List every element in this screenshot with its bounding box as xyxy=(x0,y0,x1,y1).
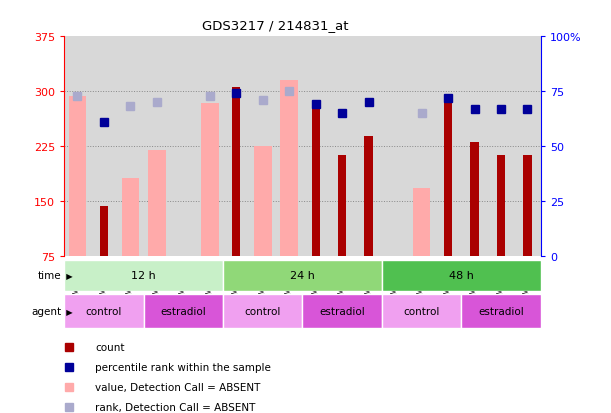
Bar xyxy=(197,37,223,256)
Bar xyxy=(276,37,302,256)
Text: value, Detection Call = ABSENT: value, Detection Call = ABSENT xyxy=(95,382,260,392)
Text: 12 h: 12 h xyxy=(131,271,156,281)
Bar xyxy=(64,260,223,291)
Text: estradiol: estradiol xyxy=(161,306,206,316)
Bar xyxy=(444,98,452,256)
Bar xyxy=(382,294,461,328)
Bar xyxy=(365,137,373,256)
Bar xyxy=(223,37,249,256)
Bar xyxy=(144,294,223,328)
Bar xyxy=(148,151,166,256)
Bar xyxy=(470,143,478,256)
Bar xyxy=(488,37,514,256)
Bar xyxy=(170,37,197,256)
Text: estradiol: estradiol xyxy=(320,306,365,316)
Text: ▶: ▶ xyxy=(61,307,73,316)
Bar xyxy=(461,294,541,328)
Bar xyxy=(64,37,90,256)
Bar xyxy=(338,155,346,256)
Text: agent: agent xyxy=(31,306,61,316)
Bar xyxy=(122,179,139,256)
Bar xyxy=(382,37,408,256)
Text: GDS3217 / 214831_at: GDS3217 / 214831_at xyxy=(202,19,348,31)
Bar xyxy=(144,37,170,256)
Bar xyxy=(223,294,302,328)
Bar xyxy=(302,294,382,328)
Text: estradiol: estradiol xyxy=(478,306,524,316)
Bar xyxy=(497,156,505,256)
Bar xyxy=(68,97,86,256)
Bar xyxy=(117,37,144,256)
Bar xyxy=(249,37,276,256)
Bar xyxy=(90,37,117,256)
Text: 48 h: 48 h xyxy=(449,271,474,281)
Text: control: control xyxy=(244,306,281,316)
Bar xyxy=(100,206,108,256)
Bar xyxy=(435,37,461,256)
Text: 24 h: 24 h xyxy=(290,271,315,281)
Bar xyxy=(382,260,541,291)
Bar xyxy=(329,37,356,256)
Bar xyxy=(254,147,271,256)
Text: percentile rank within the sample: percentile rank within the sample xyxy=(95,362,271,372)
Text: ▶: ▶ xyxy=(61,271,73,280)
Bar xyxy=(302,37,329,256)
Bar xyxy=(201,104,219,256)
Text: control: control xyxy=(86,306,122,316)
Bar xyxy=(524,155,532,256)
Text: rank, Detection Call = ABSENT: rank, Detection Call = ABSENT xyxy=(95,402,255,412)
Bar xyxy=(461,37,488,256)
Bar xyxy=(64,294,144,328)
Bar xyxy=(223,260,382,291)
Bar xyxy=(280,81,298,256)
Bar xyxy=(408,37,435,256)
Bar xyxy=(356,37,382,256)
Text: control: control xyxy=(403,306,440,316)
Text: count: count xyxy=(95,342,125,352)
Bar xyxy=(232,88,240,256)
Bar xyxy=(312,104,320,256)
Bar xyxy=(514,37,541,256)
Text: time: time xyxy=(37,271,61,281)
Bar xyxy=(413,188,430,256)
